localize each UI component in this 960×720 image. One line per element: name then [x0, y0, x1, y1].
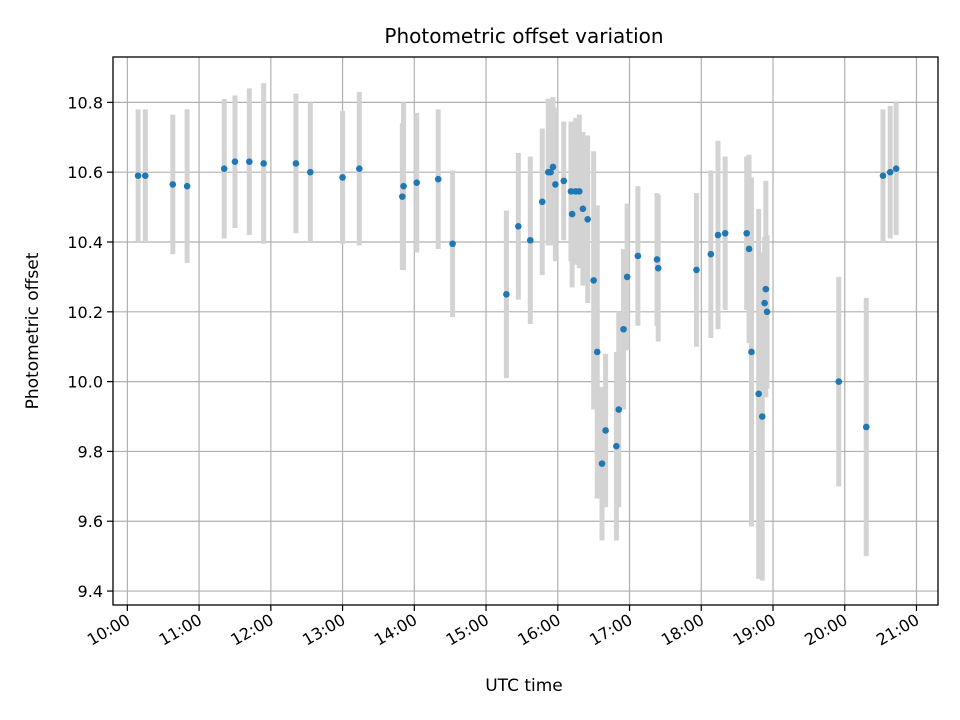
data-point — [246, 158, 253, 166]
data-point — [579, 205, 587, 213]
data-point — [707, 250, 715, 258]
data-point — [634, 252, 642, 260]
grid — [113, 57, 938, 605]
y-tick-label: 9.4 — [78, 582, 103, 601]
y-tick-label: 9.6 — [78, 512, 103, 531]
y-axis: 9.4 9.6 9.8 10.0 10.2 10.4 10.6 10.8 — [67, 93, 113, 601]
y-tick-label: 9.8 — [78, 442, 103, 461]
data-point — [862, 423, 870, 431]
y-axis-title: Photometric offset — [23, 252, 43, 409]
data-point — [400, 182, 407, 190]
chart-title: Photometric offset variation — [384, 24, 663, 48]
data-point — [515, 222, 522, 230]
data-point — [653, 256, 661, 263]
data-point — [763, 308, 771, 316]
data-point — [615, 406, 623, 413]
data-point — [560, 177, 568, 185]
data-point — [547, 168, 554, 176]
data-point — [654, 264, 662, 272]
data-point — [693, 266, 700, 274]
data-point — [413, 179, 420, 186]
data-point — [886, 168, 894, 176]
data-point — [568, 210, 576, 218]
data-point — [761, 299, 768, 307]
data-point — [220, 165, 228, 172]
y-tick-label: 10.8 — [67, 93, 103, 112]
y-tick-label: 10.2 — [67, 303, 103, 322]
data-point — [755, 390, 762, 398]
plot-frame — [112, 56, 939, 606]
data-point — [306, 168, 314, 176]
data-point — [356, 165, 363, 172]
data-point — [623, 273, 631, 281]
data-point — [745, 245, 753, 253]
data-point — [758, 413, 766, 420]
data-point — [721, 229, 729, 237]
data-point — [748, 348, 755, 356]
data-point — [552, 181, 559, 188]
data-point — [584, 216, 591, 223]
data-point — [743, 229, 750, 237]
data-point — [183, 182, 191, 190]
data-point — [593, 348, 601, 356]
data-point — [879, 172, 887, 179]
data-point — [134, 172, 142, 179]
data-point — [339, 174, 346, 181]
data-point — [620, 325, 627, 333]
data-point — [260, 160, 267, 167]
data-point — [231, 158, 239, 166]
data-point — [434, 175, 442, 183]
data-point — [576, 188, 583, 195]
data-point — [503, 291, 510, 298]
data-point — [598, 460, 606, 467]
y-tick-label: 10.6 — [67, 163, 103, 182]
data-point — [549, 163, 557, 171]
data-point — [567, 188, 575, 195]
data-point — [526, 236, 534, 244]
data-point — [602, 427, 609, 434]
data-point — [835, 378, 843, 385]
data-point — [762, 285, 770, 293]
y-tick-label: 10.4 — [67, 233, 103, 252]
data-point — [590, 277, 597, 284]
data-point — [292, 160, 300, 167]
data-point — [399, 193, 406, 200]
y-tick-label: 10.0 — [67, 373, 103, 392]
data-point — [613, 442, 620, 450]
x-axis-title: UTC time — [485, 676, 563, 696]
data-point — [141, 172, 149, 179]
data-points — [134, 158, 900, 467]
data-point — [538, 198, 546, 206]
data-point — [169, 181, 177, 188]
data-point — [892, 165, 900, 172]
data-point — [714, 231, 722, 239]
data-point — [449, 240, 456, 248]
